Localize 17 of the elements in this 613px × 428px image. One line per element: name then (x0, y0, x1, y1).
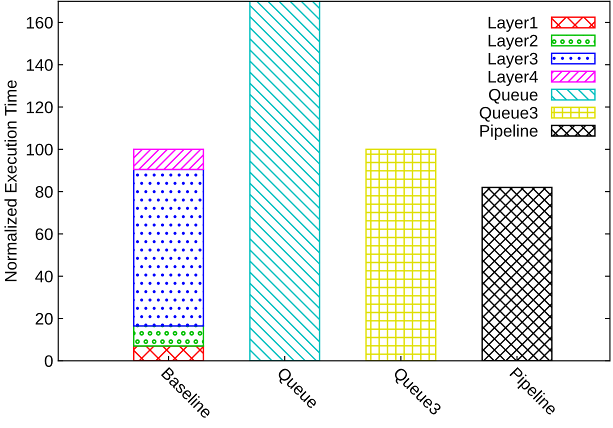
y-tick-label: 140 (26, 59, 53, 71)
y-tick-label: 120 (26, 101, 53, 114)
y-tick-label: 20 (36, 312, 53, 325)
legend-label: Layer3 (488, 52, 538, 68)
y-tick-label: 80 (36, 186, 53, 198)
legend-label: Layer4 (488, 71, 538, 86)
legend-label: Pipeline (480, 124, 538, 140)
legend-label: Layer1 (488, 16, 538, 32)
legend-label: Queue3 (480, 106, 538, 122)
y-tick-label: 100 (26, 144, 53, 156)
y-tick-label: 160 (26, 16, 53, 29)
y-tick-label: 60 (36, 228, 53, 240)
legend-label: Queue (489, 88, 538, 104)
legend-label: Layer2 (488, 34, 538, 50)
y-tick-label: 0 (44, 355, 53, 368)
y-axis-title: Normalized Execution Time (4, 80, 17, 282)
y-tick-label: 40 (35, 270, 53, 282)
